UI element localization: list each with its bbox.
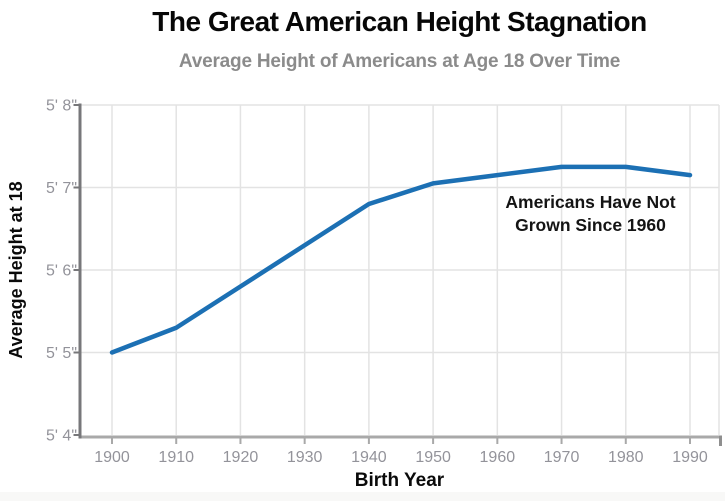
x-tick-label: 1960 bbox=[480, 449, 516, 466]
x-tick-label: 1930 bbox=[287, 449, 323, 466]
y-tick-label: 5' 7" bbox=[46, 180, 77, 197]
x-tick-label: 1920 bbox=[223, 449, 259, 466]
y-tick-label: 5' 6" bbox=[46, 263, 77, 280]
x-tick-label: 1940 bbox=[351, 449, 387, 466]
chart-annotation: Americans Have Not Grown Since 1960 bbox=[498, 191, 683, 236]
x-tick-label: 1990 bbox=[672, 449, 708, 466]
annotation-line-1: Americans Have Not bbox=[505, 192, 676, 212]
x-tick-label: 1970 bbox=[544, 449, 580, 466]
height-series-line bbox=[109, 164, 693, 355]
y-axis-title: Average Height at 18 bbox=[6, 181, 26, 359]
x-axis-title: Birth Year bbox=[354, 470, 445, 491]
x-tick-label: 1910 bbox=[158, 449, 194, 466]
page-subtitle: Average Height of Americans at Age 18 Ov… bbox=[178, 51, 621, 72]
footer-strip bbox=[0, 492, 725, 501]
x-tick-label: 1980 bbox=[608, 449, 644, 466]
x-tick-label: 1900 bbox=[94, 449, 130, 466]
annotation-line-2: Grown Since 1960 bbox=[515, 214, 666, 235]
y-tick-label: 5' 8" bbox=[46, 98, 77, 115]
page-title: The Great American Height Stagnation bbox=[152, 6, 647, 37]
x-tick-label: 1950 bbox=[415, 449, 451, 466]
y-tick-label: 5' 4" bbox=[46, 428, 77, 445]
y-tick-label: 5' 5" bbox=[46, 345, 77, 362]
